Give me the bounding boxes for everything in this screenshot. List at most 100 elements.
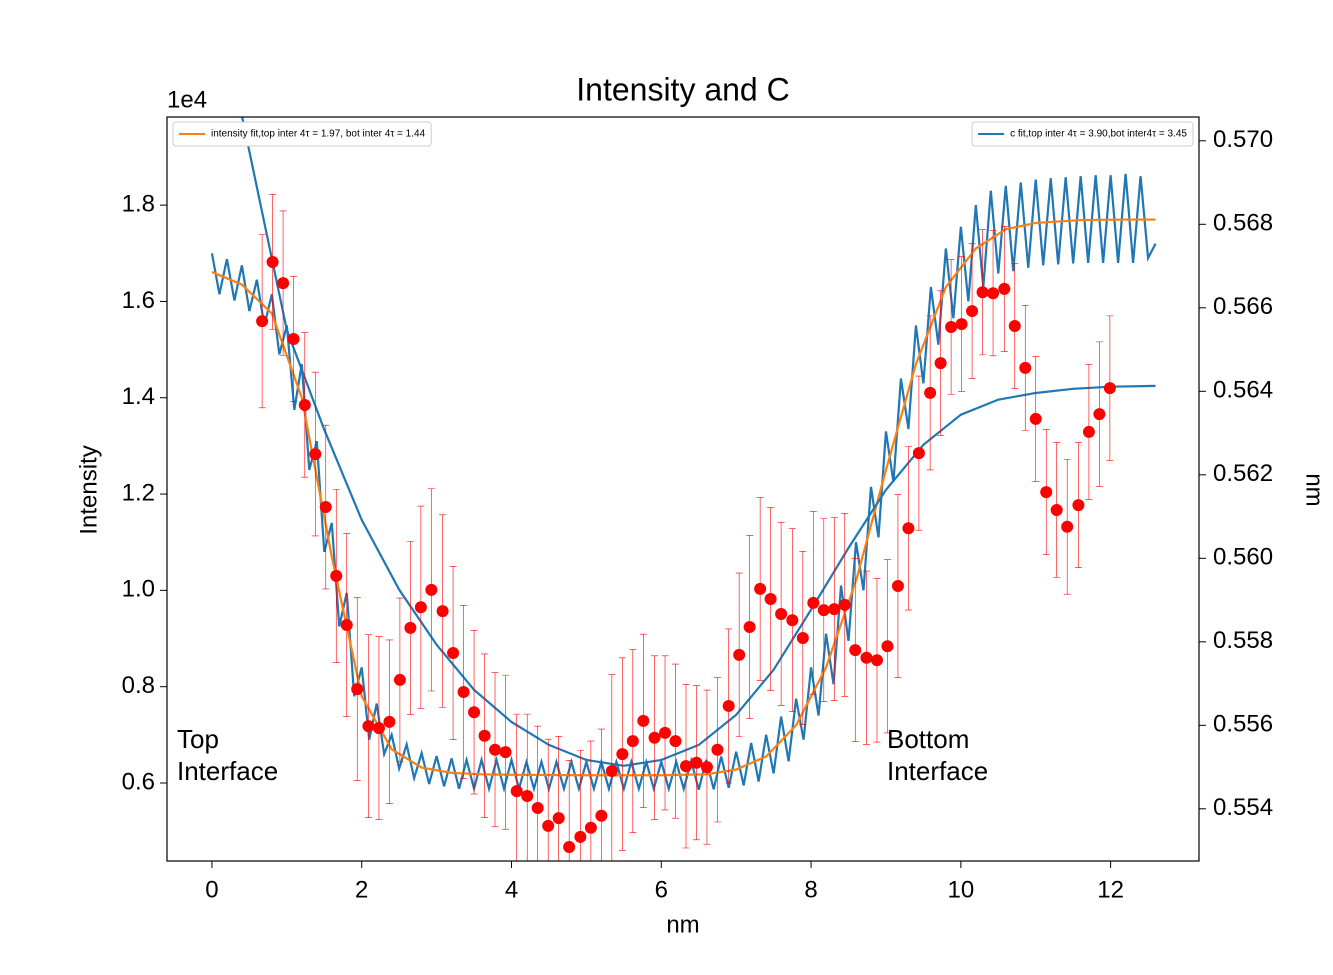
y2-tick-label: 0.566 (1213, 293, 1273, 320)
legend-box (971, 121, 1194, 147)
data-point (574, 830, 587, 843)
data-point (775, 607, 788, 620)
data-point (648, 731, 661, 744)
data-point (764, 593, 777, 606)
y2-tick-label: 0.558 (1213, 627, 1273, 654)
data-point (743, 620, 756, 633)
data-point (860, 651, 873, 664)
data-point (659, 726, 672, 739)
data-point (563, 841, 576, 854)
data-point (1061, 520, 1074, 533)
data-point (722, 699, 735, 712)
x-tick-label: 10 (947, 876, 974, 903)
data-point (1093, 408, 1106, 421)
y2-tick-label: 0.560 (1213, 544, 1273, 571)
data-point (807, 596, 820, 609)
data-point (309, 448, 322, 461)
legend-label: c fit,top inter 4τ = 3.90,bot inter4τ = … (1010, 129, 1187, 140)
data-point (266, 255, 279, 268)
data-point (425, 583, 438, 596)
data-point (987, 287, 1000, 300)
data-point (414, 601, 427, 614)
data-point (711, 743, 724, 756)
data-point (277, 277, 290, 290)
axes-frame (166, 116, 1200, 862)
data-point (489, 743, 502, 756)
data-point (891, 580, 904, 593)
y-tick-label: 1.0 (122, 576, 155, 603)
data-point (679, 760, 692, 773)
data-point (1072, 499, 1085, 512)
y-axis-label: Intensity (75, 445, 102, 534)
data-point (626, 735, 639, 748)
data-point (1029, 412, 1042, 425)
y2-tick-label: 0.568 (1213, 210, 1273, 237)
data-point (552, 812, 565, 825)
data-point (319, 501, 332, 514)
data-point (383, 715, 396, 728)
x-tick-label: 4 (505, 876, 518, 903)
data-point (870, 654, 883, 667)
data-point (1040, 486, 1053, 499)
annotation: Interface (887, 756, 988, 786)
data-point (817, 604, 830, 617)
data-point (881, 640, 894, 653)
data-point (1019, 361, 1032, 374)
data-point (955, 318, 968, 331)
x-tick-label: 8 (804, 876, 817, 903)
data-point (998, 282, 1011, 295)
data-point (457, 685, 470, 698)
data-point (912, 447, 925, 460)
data-point (393, 673, 406, 686)
y-tick-label: 1.2 (122, 479, 155, 506)
data-point (468, 706, 481, 719)
chart-title: Intensity and C (576, 71, 789, 107)
x-tick-label: 12 (1097, 876, 1124, 903)
data-point (330, 569, 343, 582)
annotation: Bottom (887, 724, 969, 754)
offset-label: 1e4 (167, 86, 207, 113)
y2-tick-label: 0.564 (1213, 377, 1273, 404)
data-point (796, 632, 809, 645)
annotation: Top (177, 724, 219, 754)
data-point (340, 619, 353, 632)
data-point (404, 621, 417, 634)
data-point (700, 761, 713, 774)
data-point (595, 809, 608, 822)
data-point (542, 819, 555, 832)
data-point (510, 785, 523, 798)
data-point (1082, 425, 1095, 438)
data-point (521, 789, 534, 802)
data-point (372, 722, 385, 735)
data-point (436, 605, 449, 618)
data-point (351, 683, 364, 696)
data-point (838, 598, 851, 611)
y-tick-label: 1.6 (122, 287, 155, 314)
y2-tick-label: 0.554 (1213, 794, 1273, 821)
data-point (478, 729, 491, 742)
data-point (362, 720, 375, 733)
x-tick-label: 2 (355, 876, 368, 903)
data-point (849, 644, 862, 657)
y2-tick-label: 0.562 (1213, 460, 1273, 487)
data-point (924, 386, 937, 399)
y2-tick-label: 0.570 (1213, 126, 1273, 153)
data-point (287, 332, 300, 345)
data-point (256, 315, 269, 328)
data-point (828, 603, 841, 616)
data-point (298, 398, 311, 411)
y2-axis-label: nm (1301, 473, 1328, 506)
x-tick-label: 6 (655, 876, 668, 903)
data-point (902, 522, 915, 535)
data-point (1050, 503, 1063, 516)
data-point (447, 646, 460, 659)
data-point (584, 821, 597, 834)
legend-box (172, 121, 432, 147)
y-tick-label: 0.8 (122, 672, 155, 699)
y-tick-label: 1.8 (122, 190, 155, 217)
data-point (754, 582, 767, 595)
data-point (786, 614, 799, 627)
line (210, 173, 1157, 794)
